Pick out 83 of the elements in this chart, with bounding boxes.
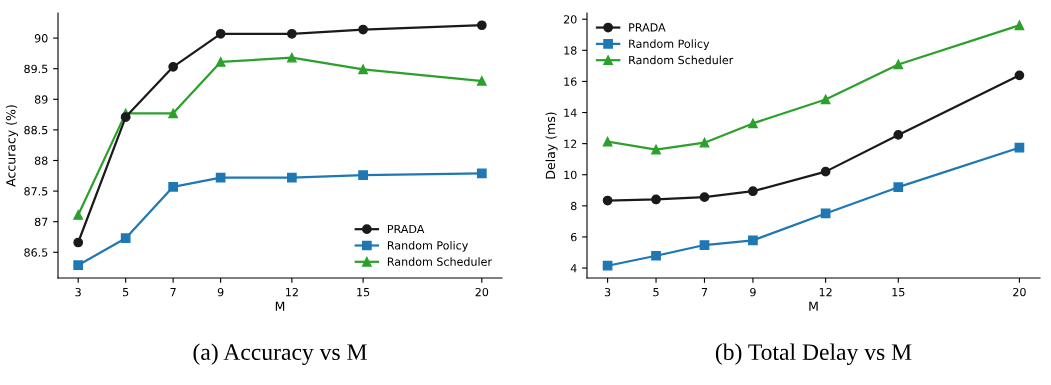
x-tick-label: 7 [170,288,176,297]
point [168,108,179,119]
point [215,172,226,183]
x-axis-title: M [809,301,818,311]
y-tick-label: 4 [570,264,577,273]
point [476,76,487,86]
x-tick-label: 9 [217,287,224,297]
legend-label: Random Scheduler [387,257,492,266]
point [651,194,661,205]
y-tick-label: 88.5 [24,125,48,135]
x-tick-label: 12 [286,287,298,297]
y-tick-label: 20 [563,15,577,24]
legend-label: Random Policy [387,240,468,252]
point [73,237,84,248]
point [476,20,487,31]
point [287,28,297,39]
point [476,168,487,179]
x-tick-label: 12 [819,287,832,297]
point [651,144,661,155]
legend-label: Random Policy [629,39,710,51]
x-tick-label: 20 [1013,287,1026,297]
point [893,130,904,140]
y-tick-label: 89 [34,95,48,104]
y-tick-label: 87.5 [24,187,48,196]
x-tick-label: 5 [653,288,659,297]
y-tick-label: 14 [564,108,577,117]
point [820,94,831,105]
text: (b) Total Delay vs M [715,343,912,365]
y-tick-label: 86.5 [24,248,48,257]
point [168,181,179,192]
point [1014,70,1025,81]
y-tick-label: 88 [34,156,48,165]
y-tick-label: 18 [564,46,577,55]
x-tick-label: 3 [75,287,81,297]
point [168,61,179,72]
point [699,240,710,250]
y-axis-title: Delay (ms) [545,112,558,179]
y-tick-label: 89.5 [24,64,48,74]
x-tick-label: 3 [604,287,611,297]
point [699,137,710,148]
y-tick-label: 8 [570,201,577,211]
x-tick-label: 9 [750,287,756,297]
point [893,182,904,193]
point [893,59,904,70]
point [73,260,84,271]
y-tick-label: 12 [564,139,577,148]
y-tick-label: 16 [564,77,577,86]
point [1014,142,1025,153]
y-axis-title: Accuracy (%) [5,105,18,187]
point [602,260,613,271]
legend-label: PRADA [629,23,666,32]
point [602,136,613,147]
x-tick-label: 5 [122,288,129,297]
point [748,186,758,197]
legend-label: PRADA [387,224,425,234]
x-tick-label: 15 [892,288,905,297]
x-axis-title: M [275,301,285,311]
x-tick-label: 7 [701,288,708,297]
point [358,170,368,181]
point [748,118,758,129]
point [358,64,368,75]
point [73,210,84,220]
point [287,52,297,63]
legend-label: Random Scheduler [629,55,734,65]
point [748,235,758,246]
point [215,28,226,39]
point [215,57,226,67]
y-tick-label: 87 [34,217,48,227]
point [651,250,661,261]
point [120,112,131,122]
point [602,195,613,206]
y-tick-label: 90 [34,34,48,43]
point [287,172,297,183]
x-tick-label: 20 [475,287,489,297]
point [358,24,368,35]
y-tick-label: 6 [570,232,577,242]
point [820,166,831,177]
y-tick-label: 10 [564,170,577,180]
point [1014,20,1025,31]
point [120,233,131,244]
point [699,192,710,202]
x-tick-label: 15 [357,288,370,297]
text: (a) Accuracy vs M [193,343,367,365]
